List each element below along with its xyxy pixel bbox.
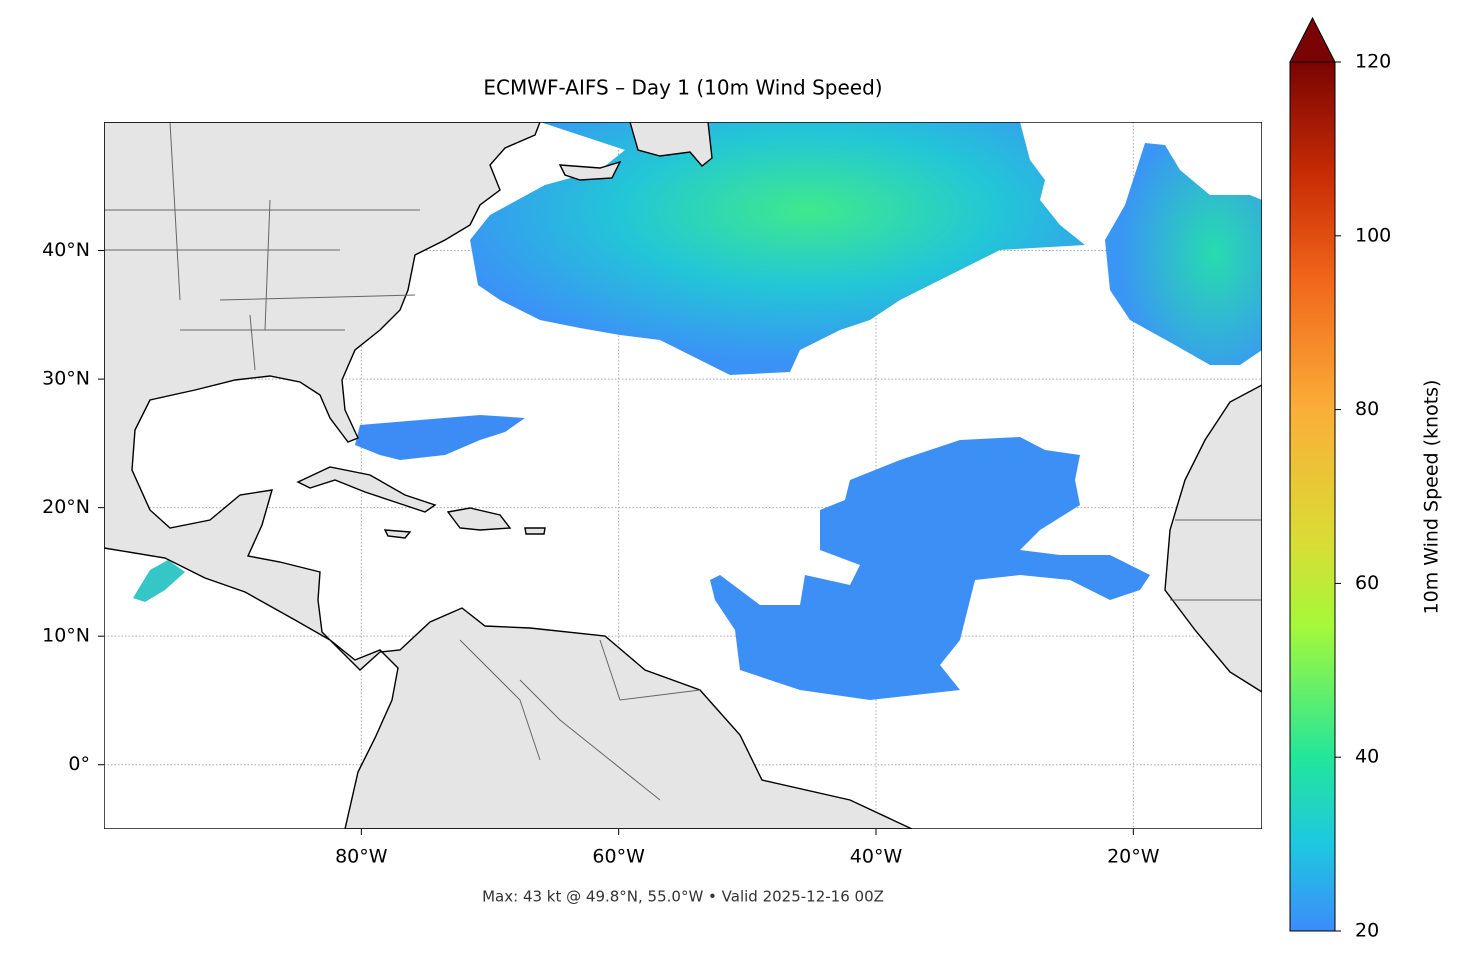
colorbar-extend <box>1289 16 1336 63</box>
colorbar <box>1289 61 1336 932</box>
wind-area <box>1105 143 1262 365</box>
y-tick-label: 40°N <box>42 239 90 261</box>
wind-area <box>470 122 1085 375</box>
land <box>383 529 412 539</box>
wind-area <box>133 560 185 602</box>
borders <box>104 122 1262 801</box>
colorbar-tick-label: 60 <box>1355 572 1379 594</box>
land <box>296 466 437 513</box>
wind-area <box>355 415 525 460</box>
land <box>629 122 713 167</box>
x-tick-label: 40°W <box>850 846 903 868</box>
x-tick-label: 20°W <box>1107 846 1160 868</box>
y-tick-label: 0° <box>68 753 90 775</box>
land <box>558 160 622 181</box>
y-tick-label: 10°N <box>42 625 90 647</box>
land <box>1164 384 1262 693</box>
colorbar-tick-label: 100 <box>1355 224 1391 246</box>
footer-note: Max: 43 kt @ 49.8°N, 55.0°W • Valid 2025… <box>482 888 884 906</box>
colorbar-tick-label: 80 <box>1355 398 1379 420</box>
land <box>524 527 546 535</box>
wind-area <box>710 437 1150 700</box>
colorbar-label: 10m Wind Speed (knots) <box>1421 380 1443 615</box>
chart-title: ECMWF-AIFS – Day 1 (10m Wind Speed) <box>483 76 882 100</box>
colorbar-tick-label: 40 <box>1355 746 1379 768</box>
land <box>446 507 512 531</box>
y-tick-label: 20°N <box>42 496 90 518</box>
colorbar-tick-label: 120 <box>1355 51 1391 73</box>
x-tick-label: 80°W <box>335 846 388 868</box>
land <box>104 122 913 829</box>
y-tick-label: 30°N <box>42 368 90 390</box>
map <box>104 122 1262 829</box>
colorbar-tick-label: 20 <box>1355 920 1379 942</box>
x-tick-label: 60°W <box>592 846 645 868</box>
